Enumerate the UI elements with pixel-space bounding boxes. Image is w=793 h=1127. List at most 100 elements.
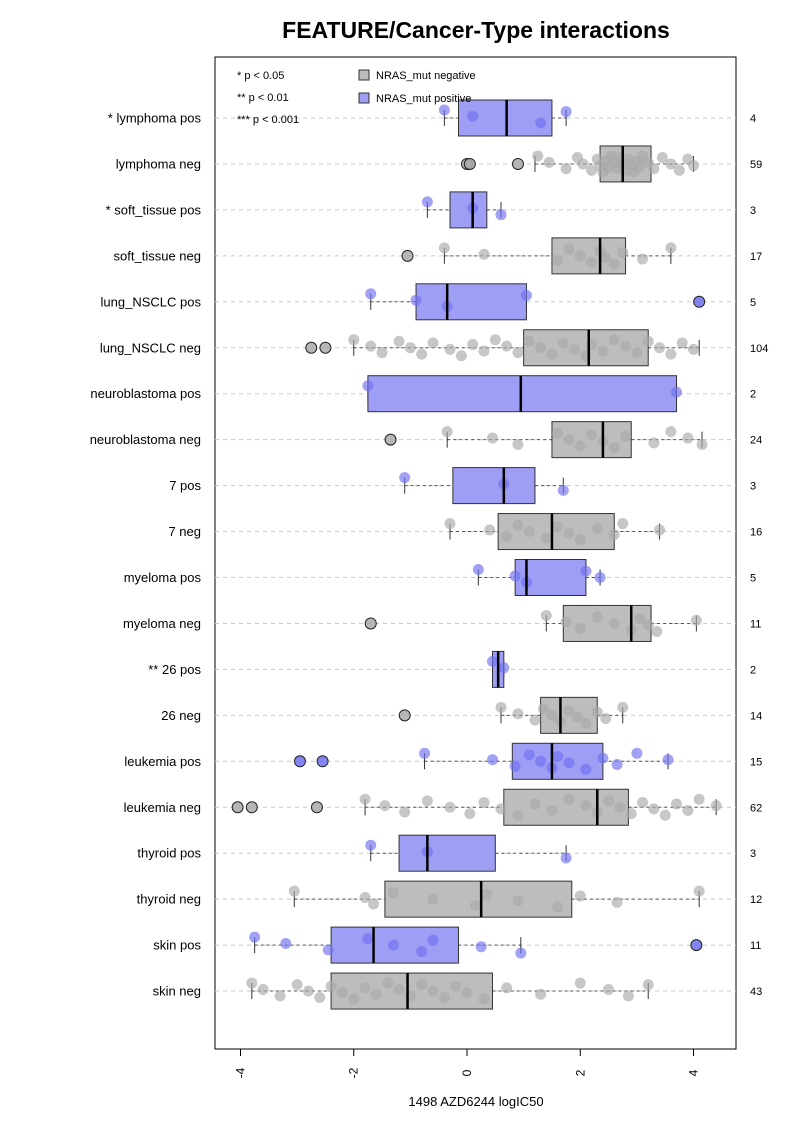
data-point: [444, 801, 456, 813]
group-count: 43: [750, 986, 762, 998]
data-point: [535, 988, 547, 1000]
data-point: [648, 163, 660, 175]
data-point: [563, 434, 575, 446]
group-label: myeloma pos: [124, 570, 202, 585]
box: [398, 834, 496, 872]
data-point: [563, 757, 575, 769]
x-tick-label: -2: [347, 1067, 361, 1078]
data-point: [563, 705, 575, 717]
group-label: leukemia neg: [124, 800, 201, 815]
data-point: [673, 164, 685, 176]
box: [367, 375, 678, 413]
data-point: [501, 340, 513, 352]
data-point: [427, 893, 439, 905]
data-point: [580, 717, 592, 729]
data-point: [523, 526, 535, 538]
group-label: thyroid pos: [137, 846, 201, 861]
data-point: [512, 895, 524, 907]
data-point: [580, 763, 592, 775]
group-count: 15: [750, 756, 762, 768]
outlier-point: [245, 801, 258, 814]
x-tick-label: 4: [687, 1069, 701, 1076]
group-count: 12: [750, 894, 762, 906]
data-point: [450, 980, 462, 992]
data-point: [580, 565, 592, 577]
group-count: 14: [750, 710, 762, 722]
data-point: [470, 900, 481, 912]
group-label: myeloma neg: [123, 616, 201, 631]
data-point: [532, 150, 544, 162]
data-point: [512, 347, 524, 359]
data-point: [563, 793, 575, 805]
data-point: [509, 760, 521, 772]
data-point: [348, 993, 360, 1005]
data-point: [475, 941, 487, 953]
data-point: [393, 983, 405, 995]
data-point: [620, 430, 632, 442]
data-point: [362, 380, 374, 392]
data-point: [537, 703, 549, 715]
data-point: [325, 980, 337, 992]
data-point: [654, 524, 666, 536]
data-point: [501, 982, 513, 994]
data-point: [637, 796, 649, 808]
group-label: leukemia pos: [124, 754, 201, 769]
data-point: [552, 521, 564, 533]
data-point: [665, 158, 677, 170]
data-point: [444, 518, 456, 530]
group-count: 2: [750, 664, 756, 676]
group-label: ** 26 pos: [148, 662, 201, 677]
group-count: 17: [750, 251, 762, 263]
group-label: lung_NSCLC neg: [100, 340, 201, 355]
data-point: [608, 258, 620, 270]
group-count: 59: [750, 159, 762, 171]
data-point: [608, 442, 620, 454]
data-point: [617, 518, 629, 530]
data-point: [509, 570, 521, 582]
data-point: [671, 386, 683, 398]
group-count: 62: [750, 802, 762, 814]
data-point: [642, 619, 654, 631]
data-point: [427, 934, 439, 946]
x-tick-label: -4: [233, 1067, 247, 1078]
data-point: [591, 522, 603, 534]
data-point: [486, 754, 498, 766]
outlier-point: [384, 433, 397, 446]
box: [415, 283, 527, 321]
data-point: [574, 977, 586, 989]
data-point: [512, 708, 524, 720]
data-point: [387, 939, 399, 951]
group-label: 7 neg: [168, 524, 201, 539]
data-point: [631, 747, 643, 759]
data-point: [489, 334, 501, 346]
data-point: [495, 803, 507, 815]
outlier-point: [690, 939, 703, 952]
data-point: [648, 803, 660, 815]
data-point: [379, 800, 391, 812]
data-point: [427, 337, 439, 349]
data-point: [368, 898, 380, 910]
data-point: [478, 993, 490, 1005]
data-point: [302, 985, 314, 997]
group-count: 16: [750, 527, 762, 539]
data-point: [571, 711, 583, 723]
data-point: [455, 350, 467, 362]
data-point: [399, 472, 411, 484]
data-point: [560, 106, 572, 118]
legend-swatch: [358, 92, 370, 104]
group-count: 3: [750, 205, 756, 217]
data-point: [676, 337, 688, 349]
data-point: [563, 243, 575, 255]
data-point: [591, 611, 603, 623]
data-point: [441, 426, 453, 438]
data-point: [671, 798, 683, 810]
data-point: [399, 806, 411, 818]
data-point: [464, 808, 476, 820]
group-label: neuroblastoma neg: [90, 432, 201, 447]
data-point: [693, 885, 705, 897]
data-point: [617, 701, 629, 713]
data-point: [594, 572, 606, 583]
data-point: [467, 110, 479, 122]
data-point: [662, 754, 674, 766]
